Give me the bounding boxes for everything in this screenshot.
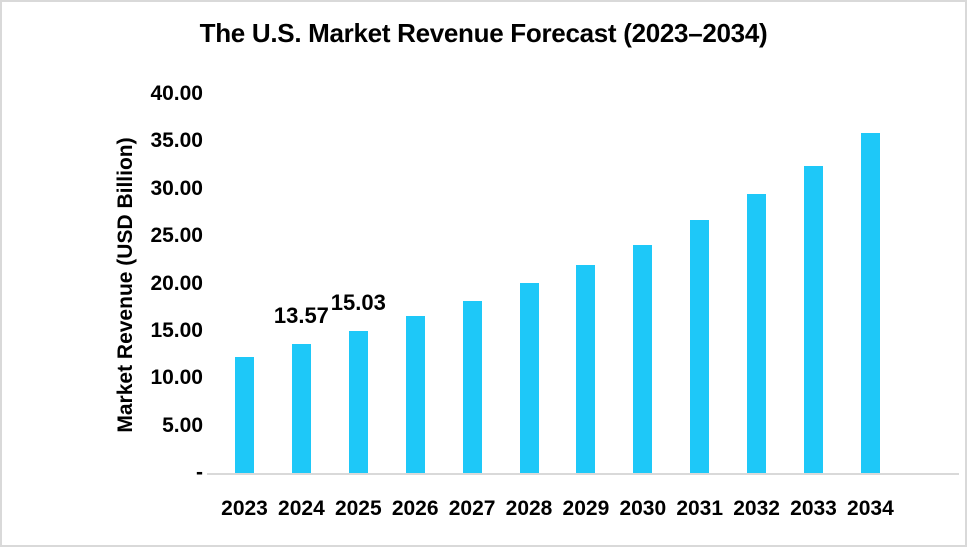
x-axis-label-2032: 2032 <box>733 497 780 520</box>
x-axis-label-2026: 2026 <box>391 497 439 520</box>
bar-2033 <box>804 166 823 473</box>
y-axis-tick-label: 30.00 <box>150 176 203 200</box>
x-axis-labels: 2023 2024 2025 2026 2027 2028 2029 2030 2031 2032… <box>207 497 959 523</box>
bar-2029 <box>576 264 596 473</box>
bar-2032 <box>747 194 767 473</box>
y-axis-tick-label: - <box>196 461 203 484</box>
bar-2025 <box>348 330 368 473</box>
bar-2034 <box>860 132 880 473</box>
x-axis-label-2030: 2030 <box>619 497 667 520</box>
y-axis-tick-label: 15.00 <box>150 318 203 342</box>
x-axis-label-2024: 2024 <box>278 497 325 520</box>
plot-area: 13.57 15.03 <box>207 94 959 475</box>
x-axis-label-2023: 2023 <box>221 497 268 520</box>
bar-2031 <box>690 220 710 473</box>
data-label-2025: 15.03 <box>330 289 386 315</box>
y-axis-tick-label: 40.00 <box>150 82 203 105</box>
data-label-2024: 13.57 <box>273 303 329 329</box>
x-axis-label-2034: 2034 <box>847 497 894 520</box>
bar-2023 <box>235 356 254 473</box>
bar-2026 <box>405 315 425 473</box>
x-axis-label-2025: 2025 <box>334 497 382 520</box>
x-axis-label-2031: 2031 <box>676 497 724 520</box>
x-axis-label-2028: 2028 <box>505 497 553 520</box>
bar-2027 <box>462 300 482 473</box>
x-axis-label-2033: 2033 <box>790 497 837 520</box>
x-axis-label-2027: 2027 <box>448 497 496 520</box>
bar-2030 <box>633 244 653 473</box>
y-axis-tick-label: 20.00 <box>150 271 203 295</box>
y-axis-tick-labels: 40.00 35.00 30.00 25.00 20.00 15.00 10.00 5.00 - <box>2 83 203 484</box>
y-axis-tick-label: 10.00 <box>150 366 203 390</box>
y-axis-tick-label: 5.00 <box>162 413 203 437</box>
chart-title: The U.S. Market Revenue Forecast (2023–2… <box>199 18 768 48</box>
x-axis-label-2029: 2029 <box>562 497 610 520</box>
y-axis-tick-label: 25.00 <box>150 224 203 248</box>
y-axis-tick-label: 35.00 <box>150 129 203 153</box>
bar-2028 <box>519 282 539 473</box>
bar-2024 <box>291 344 311 473</box>
